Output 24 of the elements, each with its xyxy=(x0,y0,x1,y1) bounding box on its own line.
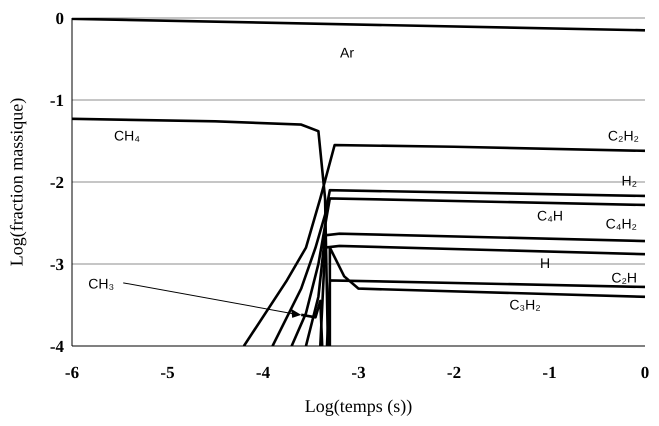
y-tick-label: -2 xyxy=(50,173,64,192)
x-tick-label: -1 xyxy=(542,363,557,382)
series-label: C₂H xyxy=(611,270,637,286)
series-label: C₃H₂ xyxy=(509,296,541,313)
y-axis-title: Log(fraction massique) xyxy=(6,98,26,266)
series-label: H₂ xyxy=(621,172,637,189)
y-tick-label: -3 xyxy=(50,255,64,274)
series-label: CH₄ xyxy=(114,128,140,144)
x-tick-label: 0 xyxy=(640,363,650,382)
x-axis-title: Log(temps (s)) xyxy=(304,396,412,416)
text: CH₃ xyxy=(88,276,114,292)
x-tick-label: -5 xyxy=(160,363,175,382)
series-label: Ar xyxy=(340,44,354,61)
series-label: C₄H₂ xyxy=(606,216,637,232)
y-tick-label: 0 xyxy=(56,9,64,28)
y-tick-label: -4 xyxy=(50,337,64,356)
y-tick-label: -1 xyxy=(50,91,64,110)
series-label: H xyxy=(540,254,550,271)
x-tick-label: -2 xyxy=(446,363,462,382)
x-tick-label: -4 xyxy=(256,363,271,382)
x-tick-label: -3 xyxy=(351,363,366,382)
x-tick-label: -6 xyxy=(64,363,80,382)
series-label: C₂H₂ xyxy=(608,128,639,144)
series-label: C₄H xyxy=(537,208,563,224)
